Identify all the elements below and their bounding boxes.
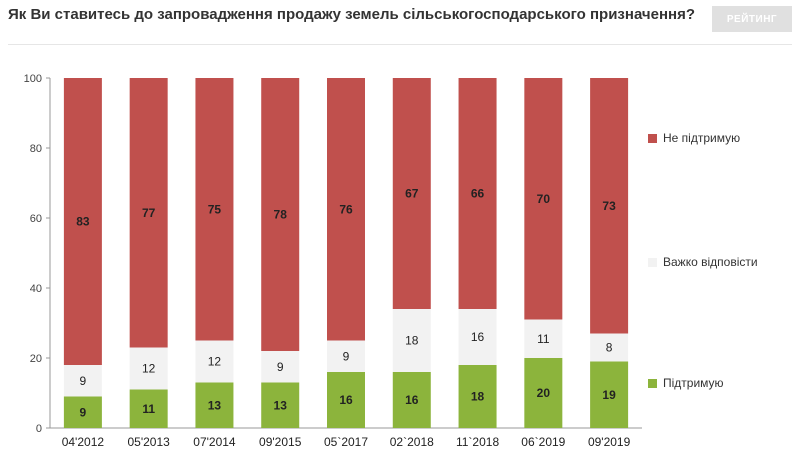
x-tick-label: 04'2012 [62, 435, 105, 449]
bar-segment [524, 358, 563, 428]
bar-segment [261, 78, 300, 351]
chart-title: Як Ви ставитесь до запровадження продажу… [8, 6, 696, 23]
data-label: 76 [339, 202, 353, 216]
y-tick-label: 40 [30, 283, 42, 295]
data-label: 70 [537, 192, 551, 206]
bar-segment [327, 78, 365, 341]
data-label: 12 [208, 355, 222, 369]
x-tick-label: 09'2019 [588, 435, 631, 449]
data-label: 73 [602, 199, 616, 213]
bar-segment [195, 340, 234, 383]
data-label: 20 [537, 386, 551, 400]
bar-segment [524, 78, 563, 320]
bar-segment [195, 78, 234, 341]
bar-segment [590, 361, 629, 428]
legend-item: Не підтримую [648, 131, 798, 145]
legend-label: Підтримую [663, 376, 724, 390]
legend-label: Не підтримую [663, 131, 741, 145]
data-label: 67 [405, 187, 419, 201]
data-label: 9 [343, 349, 350, 363]
data-label: 75 [208, 202, 222, 216]
bar-segment [195, 382, 234, 428]
y-tick-label: 100 [24, 73, 42, 85]
y-tick-label: 80 [30, 143, 42, 155]
bar-segment [590, 78, 629, 334]
y-tick-label: 20 [30, 353, 42, 365]
x-tick-label: 05`2017 [324, 435, 368, 449]
data-label: 9 [80, 374, 87, 388]
data-label: 18 [405, 334, 419, 348]
legend-swatch [648, 133, 657, 143]
data-label: 12 [142, 362, 156, 376]
brand-logo: РЕЙТИНГ [712, 6, 792, 32]
data-label: 8 [606, 341, 613, 355]
x-tick-label: 06`2019 [521, 435, 565, 449]
bar-segment [458, 365, 497, 428]
data-label: 18 [471, 390, 485, 404]
bar-segment [129, 347, 168, 390]
data-label: 11 [537, 332, 550, 346]
bar-segment [63, 396, 102, 428]
data-label: 66 [471, 187, 485, 201]
bar-segment [129, 389, 168, 428]
legend-item: Важко відповісти [648, 255, 798, 269]
data-label: 11 [142, 402, 155, 416]
bar-segment [392, 309, 431, 372]
chart-frame [8, 44, 792, 461]
bar-segment [392, 372, 431, 428]
bar-segment [63, 365, 102, 397]
bar-segment [327, 372, 365, 428]
bar-segment [524, 319, 563, 358]
data-label: 78 [274, 208, 288, 222]
x-tick-label: 11`2018 [456, 435, 499, 449]
legend-item: Підтримую [648, 376, 798, 390]
data-label: 16 [339, 393, 353, 407]
bar-segment [63, 78, 102, 365]
bar-segment [129, 78, 168, 348]
bar-segment [261, 382, 300, 428]
data-label: 13 [208, 398, 222, 412]
bar-segment [327, 340, 365, 372]
bar-segment [458, 309, 497, 365]
data-label: 9 [277, 360, 284, 374]
legend-swatch [648, 257, 657, 267]
x-tick-label: 05'2013 [127, 435, 170, 449]
x-tick-label: 07'2014 [193, 435, 236, 449]
legend-label: Важко відповісти [663, 255, 758, 269]
x-tick-label: 02`2018 [390, 435, 434, 449]
data-label: 13 [274, 398, 288, 412]
bar-segment [392, 78, 431, 309]
y-tick-label: 60 [30, 213, 42, 225]
bar-segment [261, 351, 300, 383]
data-label: 19 [602, 388, 616, 402]
data-label: 16 [471, 330, 485, 344]
data-label: 9 [80, 405, 87, 419]
data-label: 77 [142, 206, 156, 220]
data-label: 16 [405, 393, 419, 407]
bar-segment [458, 78, 497, 309]
legend-swatch [648, 378, 657, 388]
x-tick-label: 09'2015 [259, 435, 302, 449]
data-label: 83 [76, 215, 90, 229]
bar-segment [590, 333, 629, 362]
y-tick-label: 0 [36, 423, 42, 435]
